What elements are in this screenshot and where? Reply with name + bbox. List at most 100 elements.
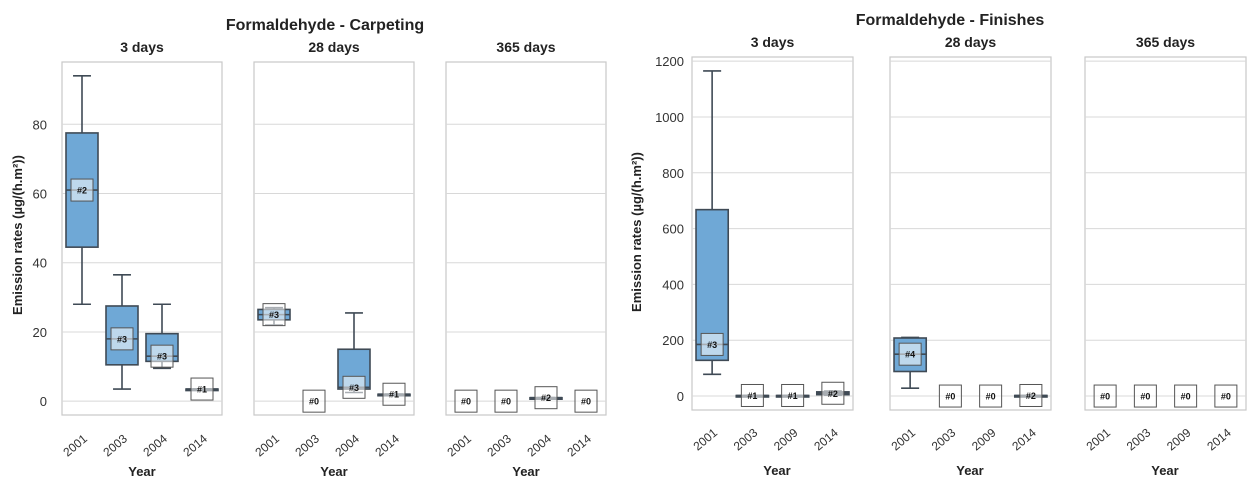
count-label-box	[534, 386, 558, 410]
x-tick-label: 2003	[929, 425, 959, 453]
count-label: #0	[1221, 392, 1231, 402]
panel-title: 365 days	[1136, 34, 1195, 50]
chart-formaldehyde-finishes: Formaldehyde - Finishes Emission rates (…	[629, 12, 1247, 478]
box-2014: #2	[1013, 383, 1048, 407]
panel-28-days: 28 days Year 2001 2003 2009 2014 #4 #0 #0 #2	[889, 34, 1052, 478]
x-axis-label: Year	[128, 464, 155, 479]
panel-frame	[445, 61, 607, 416]
count-label: #3	[269, 310, 279, 320]
box-2001: #4	[893, 336, 928, 390]
count-label-box	[190, 377, 214, 401]
chart-title: Formaldehyde - Finishes	[856, 12, 1045, 29]
y-tick-label: 60	[33, 187, 47, 202]
y-tick-label: 400	[662, 277, 684, 292]
x-tick-label: 2014	[811, 425, 841, 453]
count-label: #3	[349, 383, 359, 393]
count-label-box	[781, 383, 805, 407]
count-label: #0	[1100, 392, 1110, 402]
y-tick-label: 0	[677, 389, 684, 404]
box-2003: #0	[302, 389, 326, 413]
count-label-box	[898, 342, 922, 366]
count-label-box	[740, 383, 764, 407]
count-label: #0	[501, 397, 511, 407]
count-label: #2	[1026, 391, 1036, 401]
x-axis-label: Year	[512, 464, 539, 479]
chart-formaldehyde-carpeting: Formaldehyde - Carpeting Emission rates …	[10, 17, 607, 479]
count-label: #2	[77, 186, 87, 196]
panel-title: 28 days	[308, 39, 360, 55]
panel-title: 365 days	[496, 39, 555, 55]
count-label-box	[302, 389, 326, 413]
panel-365-days: 365 days Year 2001 2003 2004 2014 #0 #0 #2 #0	[444, 39, 607, 479]
count-label-box	[382, 382, 406, 406]
box-2001: #0	[454, 389, 478, 413]
panel-title: 3 days	[751, 34, 795, 50]
count-label-box	[1019, 383, 1043, 407]
x-tick-label: 2003	[292, 431, 322, 459]
x-axis-label: Year	[763, 463, 790, 478]
panel-frame	[253, 61, 415, 416]
x-tick-label: 2003	[731, 425, 761, 453]
count-label: #0	[309, 397, 319, 407]
y-tick-label: 1000	[655, 110, 684, 125]
x-tick-label: 2004	[524, 431, 554, 459]
panel-28-days: 28 days Year 2001 2003 2004 2014 #3 #0 #3 #1	[252, 39, 415, 479]
box-2001: #2	[65, 75, 99, 306]
count-label: #2	[541, 393, 551, 403]
box-2014: #0	[1214, 384, 1238, 408]
count-label-box	[110, 327, 134, 351]
panel-365-days: 365 days Year 2001 2003 2009 2014 #0 #0 #0 #0	[1084, 34, 1247, 478]
count-label: #0	[1140, 392, 1150, 402]
y-tick-label: 800	[662, 166, 684, 181]
box-2014: #1	[377, 382, 411, 406]
x-tick-label: 2001	[252, 431, 282, 459]
x-tick-label: 2001	[60, 431, 90, 459]
box-2009: #1	[775, 383, 810, 407]
count-label: #3	[707, 340, 717, 350]
count-label-box	[1214, 384, 1238, 408]
count-label: #0	[581, 397, 591, 407]
panel-frame	[1084, 56, 1247, 411]
count-label: #3	[117, 334, 127, 344]
count-label: #2	[828, 389, 838, 399]
x-tick-label: 2014	[372, 431, 402, 459]
count-label-box	[700, 332, 724, 356]
count-label: #1	[747, 391, 757, 401]
box-2004: #2	[529, 386, 563, 410]
count-label-box	[342, 375, 366, 399]
x-tick-label: 2001	[889, 425, 919, 453]
y-tick-label: 600	[662, 222, 684, 237]
x-axis-label: Year	[956, 463, 983, 478]
count-label: #4	[905, 350, 915, 360]
x-tick-label: 2009	[969, 425, 999, 453]
count-label-box	[1174, 384, 1198, 408]
count-label: #1	[389, 390, 399, 400]
y-tick-label: 200	[662, 333, 684, 348]
count-label-box	[494, 389, 518, 413]
count-label: #0	[461, 397, 471, 407]
box-2009: #0	[1174, 384, 1198, 408]
y-tick-label: 0	[40, 394, 47, 409]
count-label-box	[821, 381, 845, 405]
count-label: #0	[986, 392, 996, 402]
x-tick-label: 2004	[332, 431, 362, 459]
y-axis-label: Emission rates (µg/(h.m²))	[629, 152, 644, 312]
count-label-box	[150, 344, 174, 368]
x-tick-label: 2001	[1084, 425, 1114, 453]
x-tick-label: 2003	[484, 431, 514, 459]
panel-title: 3 days	[120, 39, 164, 55]
x-tick-label: 2009	[1164, 425, 1194, 453]
count-label-box	[574, 389, 598, 413]
count-label: #0	[945, 392, 955, 402]
box-2014: #1	[185, 377, 219, 401]
x-tick-label: 2014	[1009, 425, 1039, 453]
box-2003: #0	[938, 384, 962, 408]
x-tick-label: 2003	[100, 431, 130, 459]
count-label-box	[262, 303, 286, 327]
box-2001: #3	[257, 303, 291, 327]
count-label: #3	[157, 352, 167, 362]
count-label: #0	[1181, 392, 1191, 402]
count-label: #1	[197, 385, 207, 395]
count-label-box	[454, 389, 478, 413]
